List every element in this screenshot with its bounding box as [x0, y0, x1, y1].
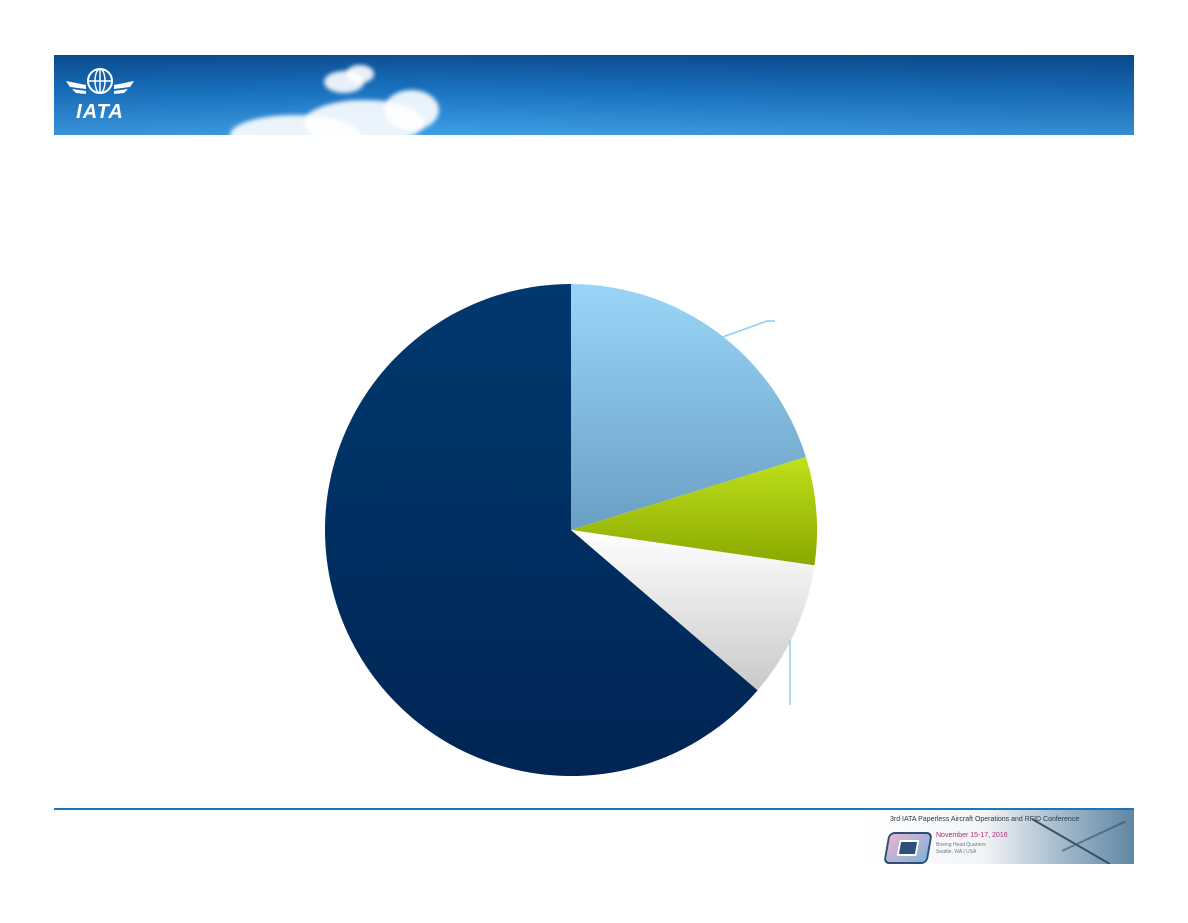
cloud — [346, 65, 374, 83]
globe-wings-icon — [66, 68, 134, 94]
conference-badge-icon — [883, 832, 933, 864]
footer-rule — [54, 808, 1134, 810]
iata-logo: IATA — [62, 63, 138, 127]
cloud — [384, 90, 439, 130]
decorative-ray — [1061, 820, 1126, 852]
header-banner: IATA — [54, 55, 1134, 135]
conference-dates: November 15-17, 2016 — [936, 832, 1008, 839]
venue-line: Seattle, WA | USA — [936, 849, 977, 855]
pie-slice-4 — [325, 284, 758, 776]
decorative-ray — [1031, 818, 1111, 864]
pie-slice-3 — [571, 530, 815, 691]
banner-shade — [54, 55, 1134, 135]
conference-banner: 3rd IATA Paperless Aircraft Operations a… — [862, 810, 1134, 864]
conference-venue: Boeing Head Quarters Seattle, WA | USA — [936, 842, 986, 856]
badge-chip — [896, 840, 920, 856]
conference-title: 3rd IATA Paperless Aircraft Operations a… — [890, 816, 1080, 823]
venue-line: Boeing Head Quarters — [936, 842, 986, 848]
pie-slice-2 — [571, 456, 818, 566]
pie-slice-1 — [571, 284, 806, 530]
logo-text: IATA — [76, 101, 124, 123]
leader-line — [719, 320, 775, 339]
